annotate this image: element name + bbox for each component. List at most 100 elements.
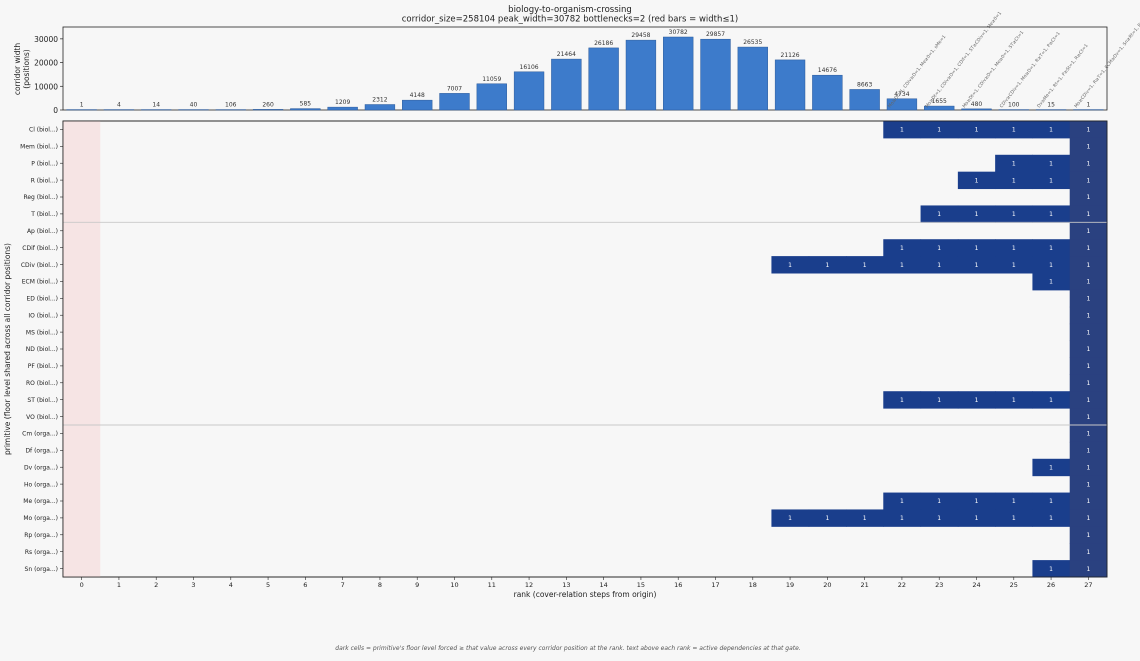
heat-cell-value: 1	[1049, 262, 1053, 269]
heat-cell-value: 1	[937, 397, 941, 404]
bar	[738, 47, 768, 110]
bar-value-label: 40	[190, 102, 198, 109]
heat-cell-value: 1	[1086, 127, 1090, 134]
x-tick-label: 5	[266, 581, 270, 589]
chart-subtitle: corridor_size=258104 peak_width=30782 bo…	[402, 15, 738, 25]
bar	[701, 39, 731, 110]
x-tick-label: 21	[861, 581, 869, 589]
heat-cell-value: 1	[1086, 279, 1090, 286]
bar	[365, 105, 395, 110]
heat-cell-value: 1	[1086, 549, 1090, 556]
heat-cell-value: 1	[1086, 194, 1090, 201]
heat-cell-value: 1	[900, 245, 904, 252]
row-label: ECM (biol...)	[22, 279, 58, 286]
bar-value-label: 7007	[447, 85, 462, 92]
bar	[812, 75, 842, 110]
row-label: Df (orga...)	[25, 448, 58, 455]
heat-cell-value: 1	[1049, 515, 1053, 522]
heat-cell-value: 1	[1049, 160, 1053, 167]
bottleneck-column	[63, 121, 100, 577]
x-tick-label: 3	[191, 581, 195, 589]
heat-cell-value: 1	[1086, 498, 1090, 505]
heat-cell-value: 1	[788, 262, 792, 269]
bar-value-label: 4	[117, 102, 121, 109]
bar-plot-frame	[63, 27, 1107, 110]
bar-value-label: 30782	[669, 29, 688, 36]
row-label: T (biol...)	[30, 211, 58, 218]
bar-value-label: 29458	[631, 32, 650, 39]
heat-cell-value: 1	[1012, 515, 1016, 522]
heat-cell-value: 1	[900, 515, 904, 522]
x-tick-label: 12	[525, 581, 533, 589]
heat-cell-value: 1	[863, 515, 867, 522]
heat-cell-value: 1	[1049, 397, 1053, 404]
chart-title: biology-to-organism-crossing	[508, 5, 632, 15]
row-label: Sn (orga...)	[25, 566, 58, 573]
heat-cell-value: 1	[975, 245, 979, 252]
heat-cell-value: 1	[900, 498, 904, 505]
heat-cell-value: 1	[937, 498, 941, 505]
x-tick-label: 20	[823, 581, 831, 589]
y-tick-label: 30000	[34, 35, 58, 44]
x-tick-label: 10	[450, 581, 458, 589]
heat-cell-value: 1	[975, 211, 979, 218]
heat-cell-value: 1	[1086, 329, 1090, 336]
y-tick-label: 10000	[34, 82, 58, 91]
bar	[402, 100, 432, 110]
heat-cell-value: 1	[1086, 515, 1090, 522]
x-tick-label: 2	[154, 581, 158, 589]
heat-cell-value: 1	[1086, 228, 1090, 235]
bar	[440, 93, 470, 110]
row-label: Cl (biol...)	[29, 127, 58, 134]
heat-cell-value: 1	[975, 177, 979, 184]
heat-cell-value: 1	[1086, 431, 1090, 438]
heat-cell-value: 1	[1086, 464, 1090, 471]
row-label: VO (biol...)	[26, 414, 58, 421]
heat-cell-value: 1	[900, 397, 904, 404]
heat-cell-value: 1	[1086, 245, 1090, 252]
heat-cell-value: 1	[1086, 211, 1090, 218]
x-tick-label: 27	[1084, 581, 1092, 589]
x-tick-label: 18	[749, 581, 757, 589]
y-tick-label: 20000	[34, 59, 58, 68]
heat-cell-value: 1	[937, 211, 941, 218]
heat-cell-value: 1	[975, 397, 979, 404]
row-label: Mem (biol...)	[20, 144, 58, 151]
heat-cell-value: 1	[1012, 262, 1016, 269]
row-label: PF (biol...)	[28, 363, 58, 370]
heat-cell-value: 1	[1012, 211, 1016, 218]
heat-cell-value: 1	[937, 127, 941, 134]
y-tick-label: 0	[53, 106, 58, 115]
x-tick-label: 11	[488, 581, 496, 589]
x-tick-label: 26	[1047, 581, 1055, 589]
heat-cell-value: 1	[1086, 414, 1090, 421]
heat-cell-value: 1	[1049, 177, 1053, 184]
bar	[477, 84, 507, 110]
heat-cell-value: 1	[1012, 397, 1016, 404]
bar	[775, 60, 805, 110]
bar	[850, 89, 880, 110]
x-tick-label: 1	[117, 581, 121, 589]
x-tick-label: 24	[972, 581, 980, 589]
row-label: Ho (orga...)	[24, 481, 58, 488]
x-tick-label: 22	[898, 581, 906, 589]
bar-value-label: 106	[225, 102, 237, 109]
heat-cell-value: 1	[825, 262, 829, 269]
x-tick-label: 8	[378, 581, 382, 589]
heat-cell-value: 1	[1012, 160, 1016, 167]
x-tick-label: 9	[415, 581, 419, 589]
bar-value-label: 480	[971, 101, 983, 108]
footer-note: dark cells = primitive's floor level for…	[335, 645, 801, 652]
bar-value-label: 1	[1086, 102, 1090, 109]
row-label: Rp (orga...)	[24, 532, 58, 539]
x-tick-label: 19	[786, 581, 794, 589]
heat-cell-value: 1	[1086, 532, 1090, 539]
heat-cell-value: 1	[1049, 498, 1053, 505]
heat-cell-value: 1	[1049, 127, 1053, 134]
bar-value-label: 4148	[410, 92, 425, 99]
bar-value-label: 26186	[594, 40, 613, 47]
bar-value-label: 21126	[781, 52, 800, 59]
row-label: IO (biol...)	[28, 312, 58, 319]
